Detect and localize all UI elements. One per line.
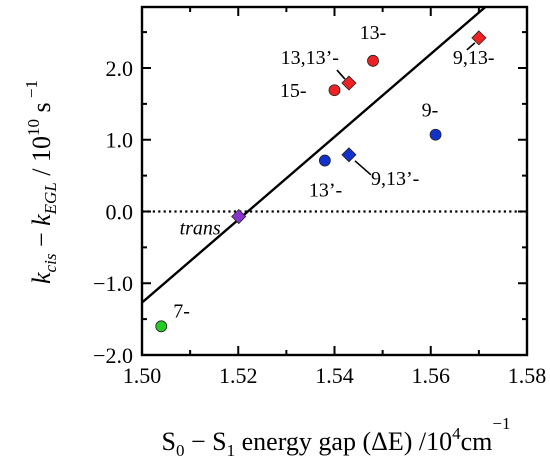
x-tick-label: 1.58 <box>508 363 547 388</box>
x-axis-ticks: 1.50 1.52 1.54 1.56 1.58 <box>123 7 547 388</box>
y-tick-label: 2.0 <box>106 56 134 81</box>
data-point <box>429 128 442 141</box>
y-axis-title: kcis − kEGL / 1010 s −1 <box>22 80 60 284</box>
point-label: 9,13’- <box>371 168 419 190</box>
data-point <box>231 208 247 225</box>
plot-area: 7- trans 13’- 9,13’- 9- 15- 13,13’- 13- 9,13- <box>140 5 529 357</box>
x-tick-label: 1.52 <box>219 363 258 388</box>
x-tick-label: 1.54 <box>315 363 354 388</box>
leader-line <box>354 160 372 176</box>
point-label: 7- <box>173 300 190 322</box>
x-tick-label: 1.50 <box>123 363 162 388</box>
x-axis-title: S0 − S1 energy gap (ΔE) /104cm−1 <box>162 414 511 460</box>
y-tick-label: 0.0 <box>106 199 134 224</box>
data-point <box>341 75 357 91</box>
y-axis-ticks: −2.0 −1.0 0.0 1.0 2.0 <box>93 31 527 368</box>
leader-line <box>466 42 476 51</box>
fit-line <box>142 7 488 304</box>
point-label: 13,13’- <box>281 47 339 69</box>
point-label: 9,13- <box>453 47 495 69</box>
data-point <box>341 147 357 163</box>
point-label: 15- <box>280 80 307 102</box>
y-tick-label: 1.0 <box>106 128 134 153</box>
data-point <box>318 154 331 167</box>
leader-line <box>336 69 346 80</box>
point-label: 9- <box>422 100 439 122</box>
point-label: 13’- <box>309 180 342 202</box>
data-point <box>155 320 168 333</box>
data-point <box>367 54 379 67</box>
point-label: trans <box>180 218 221 240</box>
point-label: 13- <box>360 22 387 44</box>
y-tick-label: −1.0 <box>93 271 133 296</box>
data-point <box>471 30 487 46</box>
x-tick-label: 1.56 <box>412 363 451 388</box>
data-point <box>328 84 341 97</box>
y-tick-label: −2.0 <box>93 343 133 368</box>
